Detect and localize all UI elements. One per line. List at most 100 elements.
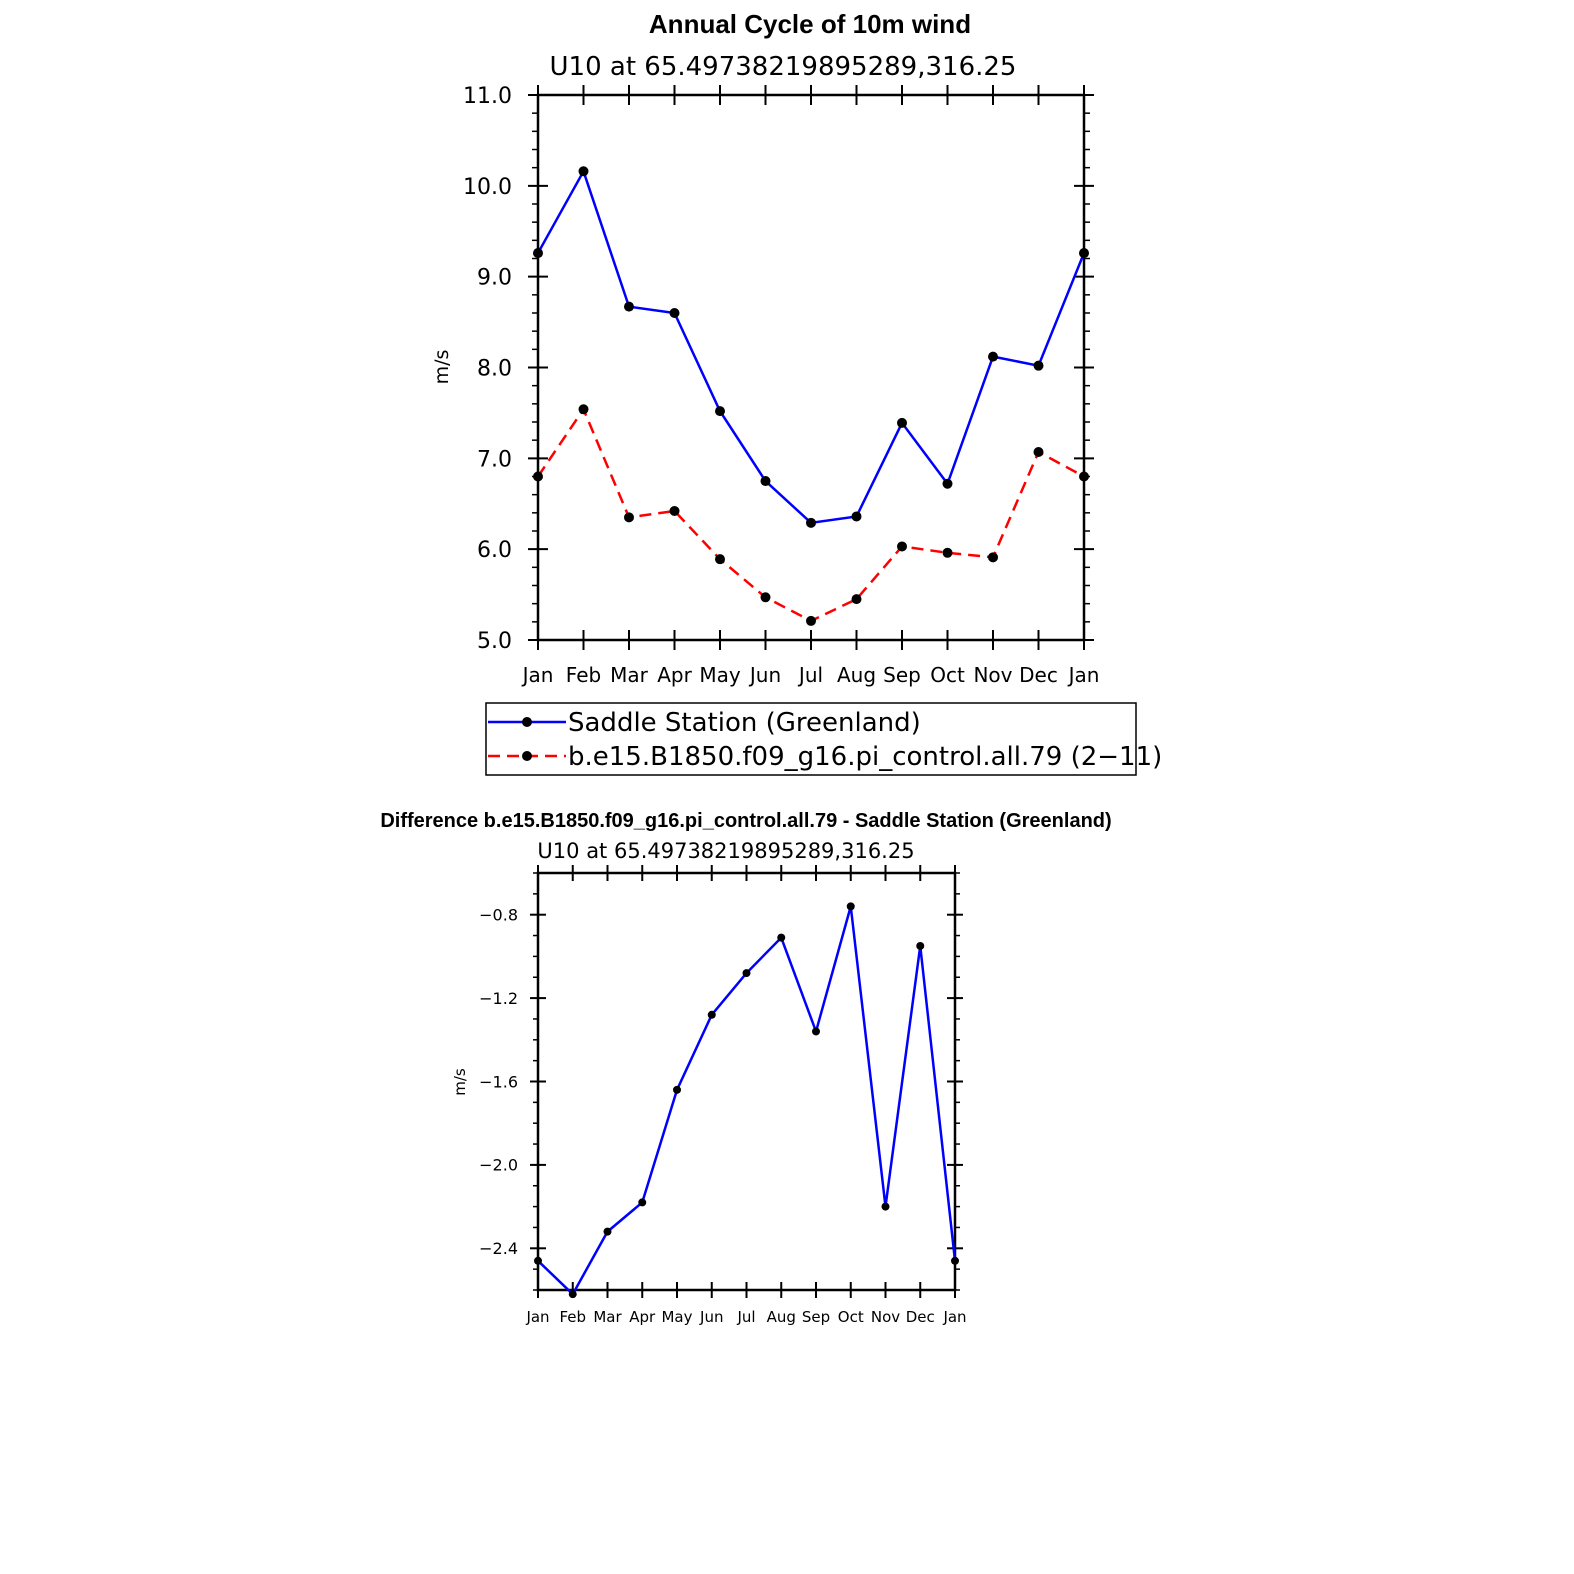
chart-subtitle: U10 at 65.49738219895289,316.25 <box>537 839 914 863</box>
series-0-point <box>777 933 786 942</box>
x-tick-label: Jan <box>525 1308 549 1326</box>
series-1-point <box>715 554 725 565</box>
x-tick-label: Jan <box>521 663 554 687</box>
series-1-point <box>851 594 862 605</box>
plot-series <box>533 166 1089 626</box>
x-tick-label: Dec <box>906 1308 935 1326</box>
series-1-point <box>1033 446 1044 457</box>
chart-subtitle: U10 at 65.49738219895289,316.25 <box>550 52 1017 82</box>
plot-axes: Jan Feb Mar Apr May Jun Jul Aug Sep Oct Nov Dec Jan −… <box>479 865 967 1326</box>
series-0-point <box>1033 360 1044 371</box>
x-tick-label: Oct <box>838 1308 864 1326</box>
y-axis-label: m/s <box>451 1068 469 1096</box>
y-tick-label: −1.2 <box>479 989 518 1008</box>
x-tick-label: Apr <box>629 1308 656 1326</box>
series-1-point <box>897 541 907 552</box>
series-0-point <box>951 1256 959 1265</box>
series-1-point <box>578 404 589 415</box>
y-tick-label: 11.0 <box>463 84 512 109</box>
series-line-0 <box>536 168 1086 525</box>
y-tick-label: 6.0 <box>477 538 512 563</box>
series-0-point <box>742 969 751 978</box>
x-tick-label: Jan <box>942 1308 966 1326</box>
x-tick-label: Apr <box>657 663 692 687</box>
legend-marker-model <box>522 751 532 761</box>
legend-label-saddle: Saddle Station (Greenland) <box>568 708 921 738</box>
x-tick-label: Nov <box>973 663 1012 687</box>
x-tick-label: Sep <box>883 663 921 687</box>
y-tick-label: 7.0 <box>477 447 512 472</box>
x-tick-label: Aug <box>767 1308 796 1326</box>
series-1-point <box>533 471 543 482</box>
x-tick-label: Jun <box>699 1308 723 1326</box>
x-tick-label: Dec <box>1019 663 1058 687</box>
series-line-1 <box>536 406 1085 623</box>
chart-title: Annual Cycle of 10m wind <box>649 9 971 39</box>
series-1-point <box>760 592 771 603</box>
y-tick-label: 8.0 <box>477 356 512 381</box>
x-tick-label: Jul <box>736 1308 755 1326</box>
y-tick-label: 10.0 <box>463 175 512 200</box>
series-0-point <box>715 406 725 417</box>
legend-box <box>485 702 1137 776</box>
plot-axes: Jan Feb Mar Apr May Jun Jul Aug Sep Oct Nov Dec Jan 5… <box>463 84 1099 687</box>
x-tick-label: Mar <box>593 1308 622 1326</box>
series-0-point <box>624 301 634 312</box>
series-0-point <box>760 476 771 487</box>
x-tick-label: May <box>699 663 741 687</box>
x-tick-label: Jan <box>1067 663 1100 687</box>
x-tick-label: Feb <box>559 1308 586 1326</box>
difference-chart: Difference b.e15.B1850.f09_g16.pi_contro… <box>380 810 1111 1326</box>
x-tick-label: Feb <box>566 663 601 687</box>
series-1-point <box>624 512 634 523</box>
x-tick-label: Oct <box>930 663 965 687</box>
series-1-point <box>1079 471 1089 482</box>
y-tick-label: −1.6 <box>479 1072 518 1091</box>
series-0-point <box>806 517 816 528</box>
legend-label-model: b.e15.B1850.f09_g16.pi_control.all.79 (2… <box>568 742 1162 772</box>
annual-cycle-chart: Annual Cycle of 10m wind U10 at 65.49738… <box>431 9 1162 776</box>
x-tick-label: Sep <box>802 1308 830 1326</box>
x-tick-label: Nov <box>871 1308 900 1326</box>
series-0-point <box>533 248 543 259</box>
series-0-point <box>812 1027 820 1036</box>
chart-title: Difference b.e15.B1850.f09_g16.pi_contro… <box>380 810 1111 832</box>
series-0-point <box>897 417 907 428</box>
x-tick-label: Jun <box>748 663 781 687</box>
series-0-point <box>534 1256 542 1265</box>
plot-series <box>534 902 959 1299</box>
series-0-point <box>942 478 953 489</box>
series-0-point <box>881 1202 890 1211</box>
series-0-point <box>1079 248 1089 259</box>
y-tick-label: 9.0 <box>477 266 512 291</box>
legend-marker-saddle <box>522 717 532 727</box>
plot-frame <box>536 871 957 1292</box>
x-tick-label: May <box>661 1308 692 1326</box>
y-tick-label: −2.4 <box>479 1239 518 1258</box>
x-tick-label: Aug <box>837 663 876 687</box>
series-0-point <box>568 1290 577 1299</box>
y-axis-label: m/s <box>431 350 453 385</box>
series-0-point <box>846 902 855 911</box>
series-1-point <box>942 547 953 558</box>
legend: Saddle Station (Greenland) b.e15.B1850.f… <box>485 702 1162 776</box>
series-1-point <box>988 552 998 563</box>
y-tick-label: −0.8 <box>479 905 518 924</box>
y-tick-label: −2.0 <box>479 1156 518 1175</box>
series-0-point <box>603 1227 612 1236</box>
x-tick-label: Jul <box>797 663 823 687</box>
plot-frame <box>536 93 1086 642</box>
series-0-point <box>673 1085 681 1094</box>
series-1-point <box>669 506 680 517</box>
series-line-0 <box>537 906 957 1297</box>
series-0-point <box>669 308 680 318</box>
series-0-point <box>707 1010 716 1019</box>
series-1-point <box>806 615 816 626</box>
series-0-point <box>638 1198 647 1207</box>
y-tick-label: 5.0 <box>477 629 512 654</box>
x-tick-label: Mar <box>610 663 649 687</box>
series-0-point <box>578 166 589 177</box>
series-0-point <box>916 941 925 950</box>
series-0-point <box>851 511 862 522</box>
